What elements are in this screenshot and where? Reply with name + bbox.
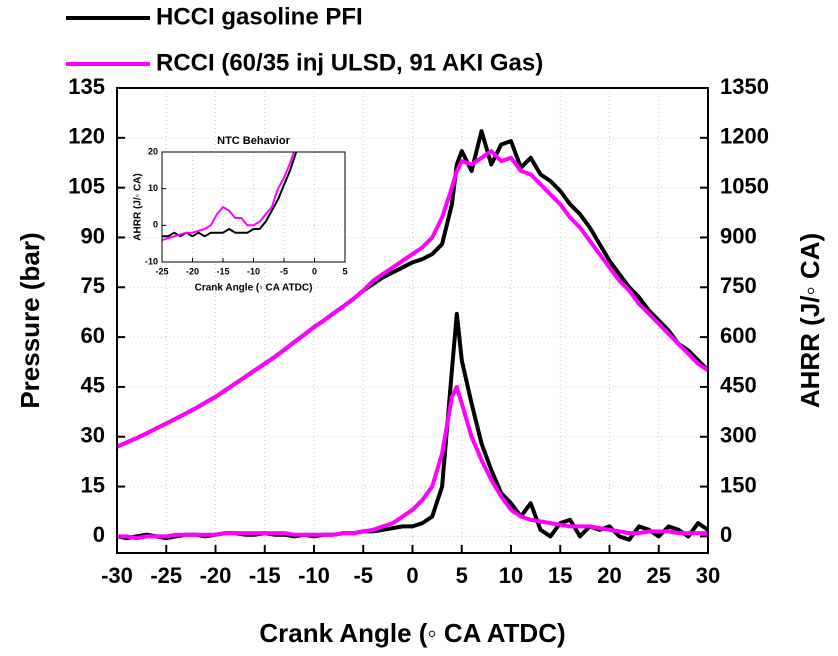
y2-axis-label: AHRR (J/◦ CA)	[795, 233, 825, 408]
y-tick-label: -10	[145, 256, 158, 266]
x-tick-label: -10	[247, 266, 260, 276]
x-tick-label: 5	[456, 563, 468, 588]
x-tick-label: -15	[249, 563, 281, 588]
x-tick-label: -5	[353, 563, 373, 588]
y2-tick-label: 750	[720, 273, 757, 298]
y-tick-label: 10	[148, 183, 158, 193]
plot-lines	[162, 152, 298, 241]
x-tick-label: 0	[406, 563, 418, 588]
x-tick-label: 15	[548, 563, 572, 588]
y-tick-label: 135	[68, 74, 105, 99]
y2-tick-label: 1050	[720, 173, 769, 198]
x-tick-label: -15	[216, 266, 229, 276]
plot-frame	[161, 151, 346, 263]
y-tick-label: 45	[81, 373, 105, 398]
x-tick-label: -5	[280, 266, 288, 276]
y2-tick-label: 0	[720, 522, 732, 547]
y-tick-label: 90	[81, 223, 105, 248]
x-axis-label: Crank Angle (◦ CA ATDC)	[259, 618, 565, 648]
y2-tick-label: 1200	[720, 124, 769, 149]
x-tick-label: -25	[150, 563, 182, 588]
y2-tick-label: 450	[720, 373, 757, 398]
inset-title: NTC Behavior	[217, 135, 290, 147]
x-tick-label: -20	[200, 563, 232, 588]
data-line	[117, 384, 708, 541]
x-tick-label: 0	[312, 266, 317, 276]
y-tick-label: 75	[81, 273, 105, 298]
y-tick-label: 20	[148, 146, 158, 156]
data-line	[162, 152, 295, 241]
y-tick-label: 60	[81, 323, 105, 348]
x-tick-label: -30	[101, 563, 133, 588]
x-axis-label: Crank Angle (◦ CA ATDC)	[195, 283, 313, 294]
x-tick-label: 30	[696, 563, 720, 588]
y-axis-label: AHRR (J/◦ CA)	[133, 173, 144, 240]
y2-tick-label: 1350	[720, 74, 769, 99]
x-tick-label: -25	[155, 266, 168, 276]
x-tick-label: -20	[186, 266, 199, 276]
legend-label: RCCI (60/35 inj ULSD, 91 AKI Gas)	[156, 49, 543, 76]
x-tick-label: 10	[499, 563, 523, 588]
x-tick-label: 5	[342, 266, 347, 276]
y2-tick-label: 300	[720, 423, 757, 448]
y2-tick-label: 900	[720, 223, 757, 248]
plot-background	[162, 152, 345, 262]
y-tick-label: 120	[68, 124, 105, 149]
y2-tick-label: 150	[720, 472, 757, 497]
plot-lines	[117, 129, 708, 542]
y-tick-label: 0	[93, 522, 105, 547]
y-axis-label: Pressure (bar)	[15, 232, 45, 408]
y2-tick-label: 600	[720, 323, 757, 348]
y-tick-label: 105	[68, 173, 105, 198]
legend-label: HCCI gasoline PFI	[156, 3, 363, 30]
y-tick-label: 30	[81, 423, 105, 448]
y-tick-label: 15	[81, 472, 105, 497]
plot-frame	[116, 87, 709, 554]
x-tick-label: -10	[298, 563, 330, 588]
x-tick-label: 20	[597, 563, 621, 588]
data-line	[117, 149, 708, 449]
y-tick-label: 0	[153, 220, 158, 230]
x-tick-label: 25	[647, 563, 671, 588]
